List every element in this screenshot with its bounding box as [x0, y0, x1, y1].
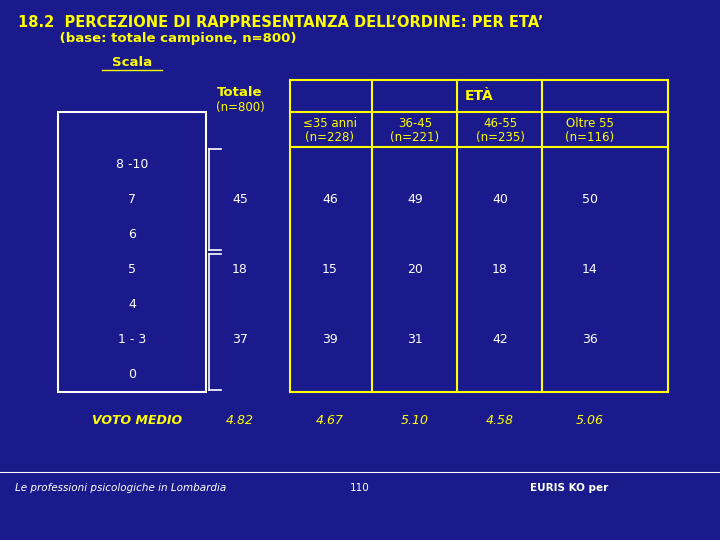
- Text: 7: 7: [128, 193, 136, 206]
- Text: (n=116): (n=116): [565, 131, 615, 144]
- Text: 5.06: 5.06: [576, 414, 604, 427]
- Text: 1 - 3: 1 - 3: [118, 333, 146, 346]
- Text: 5: 5: [128, 263, 136, 276]
- Text: (n=221): (n=221): [390, 131, 440, 144]
- Text: 6: 6: [128, 228, 136, 241]
- Text: 49: 49: [407, 193, 423, 206]
- Text: VOTO MEDIO: VOTO MEDIO: [92, 414, 182, 427]
- Text: 42: 42: [492, 333, 508, 346]
- Text: 45: 45: [232, 193, 248, 206]
- Text: 0: 0: [128, 368, 136, 381]
- Text: Oltre 55: Oltre 55: [566, 117, 614, 130]
- Text: 39: 39: [322, 333, 338, 346]
- Text: 31: 31: [407, 333, 423, 346]
- Text: EURIS KO per: EURIS KO per: [530, 483, 608, 493]
- Text: Totale: Totale: [217, 85, 263, 98]
- Text: 36: 36: [582, 333, 598, 346]
- Text: 18: 18: [492, 263, 508, 276]
- Text: 5.10: 5.10: [401, 414, 429, 427]
- Text: (n=228): (n=228): [305, 131, 354, 144]
- Text: 46: 46: [322, 193, 338, 206]
- Text: Le professioni psicologiche in Lombardia: Le professioni psicologiche in Lombardia: [15, 483, 226, 493]
- Text: 20: 20: [407, 263, 423, 276]
- Text: 36-45: 36-45: [398, 117, 432, 130]
- Text: ETÀ: ETÀ: [464, 89, 493, 103]
- Text: 50: 50: [582, 193, 598, 206]
- Text: 4: 4: [128, 298, 136, 311]
- Text: 37: 37: [232, 333, 248, 346]
- Text: (n=800): (n=800): [215, 102, 264, 114]
- Text: Scala: Scala: [112, 56, 152, 69]
- Text: 46-55: 46-55: [483, 117, 517, 130]
- Text: 8 -10: 8 -10: [116, 158, 148, 171]
- Text: 4.82: 4.82: [226, 414, 254, 427]
- Text: 4.58: 4.58: [486, 414, 514, 427]
- Text: 15: 15: [322, 263, 338, 276]
- Bar: [58, 112, 206, 392]
- Text: (n=235): (n=235): [476, 131, 524, 144]
- Text: 18.2  PERCEZIONE DI RAPPRESENTANZA DELL’ORDINE: PER ETA’: 18.2 PERCEZIONE DI RAPPRESENTANZA DELL’O…: [18, 15, 544, 30]
- Text: 40: 40: [492, 193, 508, 206]
- Text: 18: 18: [232, 263, 248, 276]
- Text: 4.67: 4.67: [316, 414, 344, 427]
- Text: 110: 110: [350, 483, 370, 493]
- Text: ≤35 anni: ≤35 anni: [303, 117, 357, 130]
- Text: 14: 14: [582, 263, 598, 276]
- Text: (base: totale campione, n=800): (base: totale campione, n=800): [18, 32, 297, 45]
